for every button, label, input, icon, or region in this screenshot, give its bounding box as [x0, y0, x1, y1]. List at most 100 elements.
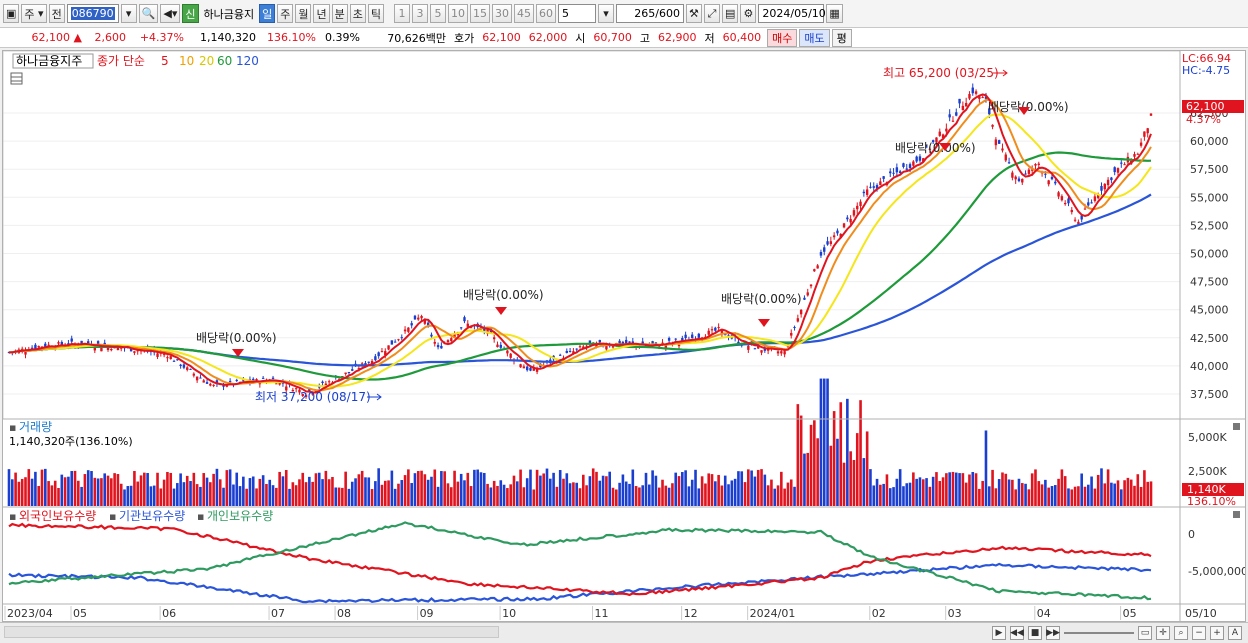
- volume-bar: [657, 487, 661, 506]
- draw-tool-icon[interactable]: ⤢: [703, 4, 720, 23]
- step-5[interactable]: 5: [429, 4, 446, 23]
- volume-bar: [301, 472, 305, 506]
- legend-institution[interactable]: 기관보유수량: [119, 509, 185, 523]
- tab-tick[interactable]: 틱: [367, 4, 384, 23]
- legend-foreign[interactable]: 외국인보유수량: [19, 509, 96, 523]
- volume-bar: [209, 482, 212, 506]
- crosshair-icon[interactable]: ✛: [1156, 626, 1170, 640]
- volume-bar: [1047, 487, 1050, 506]
- panel-table-icon[interactable]: [10, 72, 23, 85]
- panel-close-icon[interactable]: [1233, 423, 1240, 430]
- minus-icon[interactable]: −: [1192, 626, 1206, 640]
- plus-icon[interactable]: +: [1210, 626, 1224, 640]
- individual-line: [8, 521, 1152, 601]
- volume-bar: [334, 487, 338, 506]
- tab-minute[interactable]: 분: [331, 4, 348, 23]
- tab-month[interactable]: 월: [295, 4, 312, 23]
- candle-body: [483, 328, 486, 332]
- candle-body: [994, 139, 998, 146]
- calendar-icon[interactable]: ▦: [826, 4, 843, 23]
- volume-bar: [261, 475, 265, 506]
- count-field[interactable]: 265/600: [615, 4, 684, 23]
- font-icon[interactable]: A: [1228, 626, 1242, 640]
- volume-bar: [281, 476, 285, 506]
- horizontal-scrollbar[interactable]: [4, 626, 499, 638]
- title-box: [12, 53, 94, 69]
- volume-bar: [364, 477, 367, 506]
- volume-bar: [344, 471, 347, 506]
- save-icon[interactable]: ▤: [721, 4, 739, 23]
- stock-code-input[interactable]: 086790: [66, 4, 119, 23]
- zoom-slider[interactable]: [1064, 632, 1134, 634]
- sell-button[interactable]: 매도: [799, 28, 830, 47]
- chart-type-icon[interactable]: ⚒: [685, 4, 702, 23]
- legend-individual[interactable]: 개인보유수량: [207, 509, 273, 523]
- layout-icon[interactable]: ▭: [1138, 626, 1152, 640]
- volume-bar: [684, 470, 687, 506]
- volume-bar: [218, 479, 222, 506]
- step-60[interactable]: 60: [535, 4, 556, 23]
- search-icon[interactable]: 🔍: [138, 4, 159, 23]
- volume-bar: [126, 486, 130, 506]
- price-tick: 55,000: [1190, 191, 1229, 204]
- period-type-select[interactable]: 주 ▾: [21, 4, 47, 23]
- volume-bar: [707, 473, 711, 506]
- scroll-right-icon[interactable]: ▶: [992, 626, 1006, 640]
- step-3[interactable]: 3: [411, 4, 428, 23]
- candle-body: [813, 269, 816, 272]
- gear-icon[interactable]: ⚙: [740, 4, 757, 23]
- candle-body: [1090, 202, 1093, 204]
- step-30[interactable]: 30: [491, 4, 512, 23]
- stop-icon[interactable]: ■: [1028, 626, 1042, 640]
- new-badge[interactable]: 신: [182, 4, 199, 23]
- stock-chart[interactable]: 하나금융지주 종가 단순 5 10 20 60 120 LC:66.94 HC:…: [3, 51, 1245, 621]
- tab-day[interactable]: 일: [259, 4, 276, 23]
- flat-button[interactable]: 평: [831, 28, 852, 47]
- candle-body: [793, 327, 796, 329]
- candle-body: [255, 379, 258, 381]
- candle-body: [1054, 181, 1057, 184]
- candle-body: [1011, 172, 1014, 178]
- prev-button[interactable]: 전: [48, 4, 65, 23]
- volume-panel-title[interactable]: 거래량: [19, 420, 52, 434]
- step-dropdown-icon[interactable]: ▾: [597, 4, 614, 23]
- tab-year[interactable]: 년: [313, 4, 330, 23]
- tab-week[interactable]: 주: [277, 4, 294, 23]
- candle-body: [565, 350, 568, 353]
- step-15[interactable]: 15: [469, 4, 490, 23]
- chart-area[interactable]: 하나금융지주 종가 단순 5 10 20 60 120 LC:66.94 HC:…: [2, 50, 1246, 622]
- candle-body: [37, 346, 40, 348]
- candle-body: [1083, 208, 1087, 210]
- step-1[interactable]: 1: [393, 4, 410, 23]
- volume-bar: [271, 485, 275, 506]
- volume-bar: [832, 411, 836, 506]
- tab-second[interactable]: 초: [349, 4, 366, 23]
- price-panel-title[interactable]: 하나금융지주: [16, 54, 82, 68]
- step-10[interactable]: 10: [447, 4, 468, 23]
- panel-close-icon[interactable]: [1233, 511, 1240, 518]
- forward-icon[interactable]: ▶▶: [1046, 626, 1060, 640]
- code-dropdown-icon[interactable]: ▾: [120, 4, 137, 23]
- price-tick: 57,500: [1190, 163, 1229, 176]
- step-45[interactable]: 45: [513, 4, 534, 23]
- candle-body: [681, 338, 684, 341]
- volume-bar: [727, 484, 730, 506]
- x-axis-label: 07: [271, 607, 285, 620]
- count-value: 265: [634, 7, 656, 20]
- window-icon[interactable]: ▣: [3, 4, 20, 23]
- rewind-icon[interactable]: ◀◀: [1010, 626, 1024, 640]
- volume-bar: [1126, 477, 1130, 506]
- volume-bar: [496, 485, 499, 506]
- date-input[interactable]: 2024/05/10: [758, 4, 826, 23]
- volume-bar: [968, 474, 971, 506]
- candle-body: [413, 315, 417, 320]
- candle-body: [618, 340, 621, 345]
- volume-bar: [558, 470, 562, 506]
- buy-button[interactable]: 매수: [767, 28, 798, 47]
- magnify-icon[interactable]: ⌕: [1174, 626, 1188, 640]
- volume-bar: [288, 488, 291, 506]
- speaker-icon[interactable]: ◀▾: [160, 4, 181, 23]
- candle-body: [958, 98, 961, 104]
- volume-bar: [519, 469, 522, 506]
- step-select[interactable]: 5: [557, 4, 596, 23]
